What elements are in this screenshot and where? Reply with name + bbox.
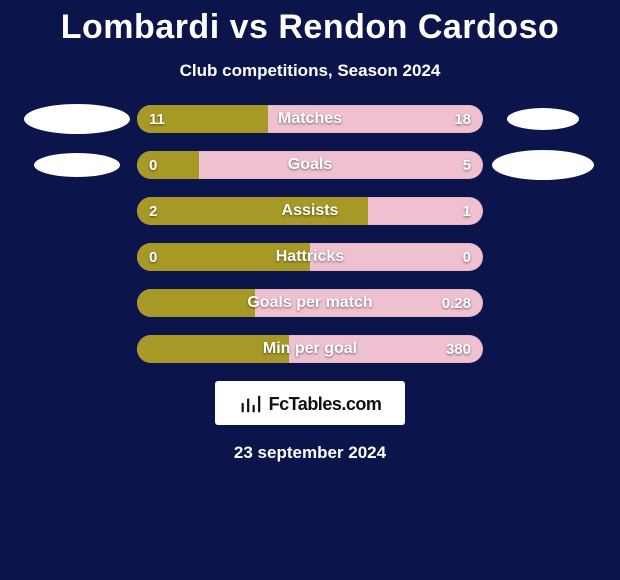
stat-row: Goals05: [0, 151, 620, 179]
stat-bar: Goals05: [137, 151, 483, 179]
logo-box[interactable]: FcTables.com: [215, 381, 406, 425]
stat-row: Matches1118: [0, 105, 620, 133]
player-right-slot: [483, 150, 603, 180]
footer-logo-wrap: FcTables.com: [0, 381, 620, 425]
team-badge-placeholder: [492, 150, 594, 180]
player-right-slot: [483, 108, 603, 130]
stat-bar-fill: [137, 151, 199, 179]
stat-value-right: 18: [454, 105, 471, 133]
team-badge-placeholder: [24, 104, 130, 134]
team-badge-placeholder: [34, 153, 120, 177]
stat-bar-fill: [137, 243, 310, 271]
stat-row: Assists21: [0, 197, 620, 225]
page-title: Lombardi vs Rendon Cardoso: [0, 8, 620, 47]
stat-bar-fill: [137, 105, 268, 133]
logo-text: FcTables.com: [269, 394, 382, 415]
stat-value-right: 0: [463, 243, 471, 271]
date-text: 23 september 2024: [0, 443, 620, 463]
subtitle: Club competitions, Season 2024: [0, 61, 620, 81]
stats-container: Matches1118 Goals05 Assists21 Hattricks00 Go…: [0, 105, 620, 363]
stat-row: Min per goal380: [0, 335, 620, 363]
stat-value-right: 0.28: [442, 289, 471, 317]
stat-row: Goals per match0.28: [0, 289, 620, 317]
stat-row: Hattricks00: [0, 243, 620, 271]
stat-bar: Matches1118: [137, 105, 483, 133]
stat-bar-fill: [137, 289, 255, 317]
player-left-slot: [17, 153, 137, 177]
stat-bar: Goals per match0.28: [137, 289, 483, 317]
chart-icon: [239, 393, 261, 415]
stat-value-right: 380: [446, 335, 471, 363]
stat-bar-fill: [137, 335, 289, 363]
stat-bar-fill: [137, 197, 368, 225]
comparison-card: Lombardi vs Rendon Cardoso Club competit…: [0, 0, 620, 580]
player-left-slot: [17, 104, 137, 134]
stat-value-right: 5: [463, 151, 471, 179]
stat-value-right: 1: [463, 197, 471, 225]
stat-bar: Assists21: [137, 197, 483, 225]
stat-bar: Min per goal380: [137, 335, 483, 363]
stat-bar: Hattricks00: [137, 243, 483, 271]
team-badge-placeholder: [507, 108, 579, 130]
